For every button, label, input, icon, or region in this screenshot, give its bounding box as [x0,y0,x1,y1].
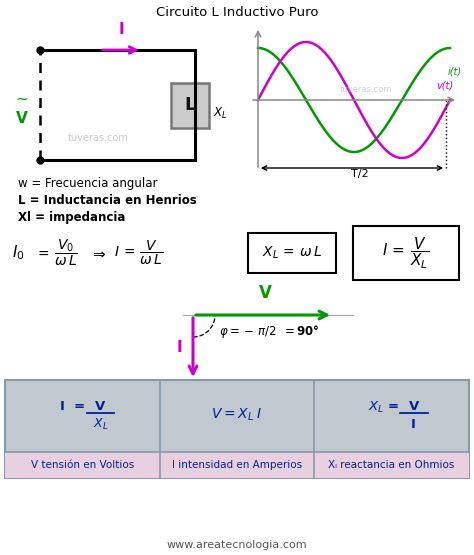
Text: I: I [176,341,182,356]
Text: tuveras.com: tuveras.com [68,133,128,143]
Text: I  =: I = [60,401,85,413]
Text: $X_L$: $X_L$ [213,105,228,120]
Bar [314,452,469,478]
Text: $V = X_L\;I$: $V = X_L\;I$ [211,407,263,423]
Text: $=\,\dfrac{V_0}{\omega\,L}$: $=\,\dfrac{V_0}{\omega\,L}$ [35,238,78,269]
Text: $\Rightarrow$: $\Rightarrow$ [90,245,107,260]
Bar [171,83,209,128]
Text: L = Inductancia en Henrios: L = Inductancia en Henrios [18,194,197,206]
Text: I: I [119,22,125,37]
Text: $\varphi = -\,\pi/2\;\;=\mathbf{90°}$: $\varphi = -\,\pi/2\;\;=\mathbf{90°}$ [219,322,319,340]
Text: V: V [16,110,28,125]
Text: $X_L\,=\,\omega\,L$: $X_L\,=\,\omega\,L$ [262,245,322,261]
Text: V: V [95,400,105,412]
Text: Xl = impedancia: Xl = impedancia [18,211,126,225]
Text: tuveras.com: tuveras.com [340,85,392,94]
Text: $I\,=\,\dfrac{V}{\omega\,L}$: $I\,=\,\dfrac{V}{\omega\,L}$ [114,239,163,267]
Bar [248,233,336,273]
Bar [5,452,160,478]
Bar [353,226,459,280]
Text: www.areatecnologia.com: www.areatecnologia.com [167,540,307,550]
Text: $X_L$ =: $X_L$ = [368,400,400,415]
Text: V: V [409,400,419,412]
Text: I: I [411,417,416,431]
Bar [5,380,469,478]
Text: w = Frecuencia angular: w = Frecuencia angular [18,176,157,189]
Text: L: L [184,96,196,114]
Text: ~: ~ [16,92,28,107]
Text: Xₗ reactancia en Ohmios: Xₗ reactancia en Ohmios [328,460,455,470]
Text: V: V [258,284,272,302]
Text: I intensidad en Amperios: I intensidad en Amperios [172,460,302,470]
Text: $I\,=\,\dfrac{V}{X_L}$: $I\,=\,\dfrac{V}{X_L}$ [383,235,429,271]
Text: $X_L$: $X_L$ [92,416,108,432]
Text: i(t): i(t) [448,67,462,77]
Text: $I_0$: $I_0$ [12,244,25,263]
Text: T/2: T/2 [351,169,369,179]
Text: v(t): v(t) [436,80,453,90]
Text: Circuito L Inductivo Puro: Circuito L Inductivo Puro [156,7,318,19]
Bar [160,452,314,478]
Text: V tensión en Voltios: V tensión en Voltios [31,460,134,470]
